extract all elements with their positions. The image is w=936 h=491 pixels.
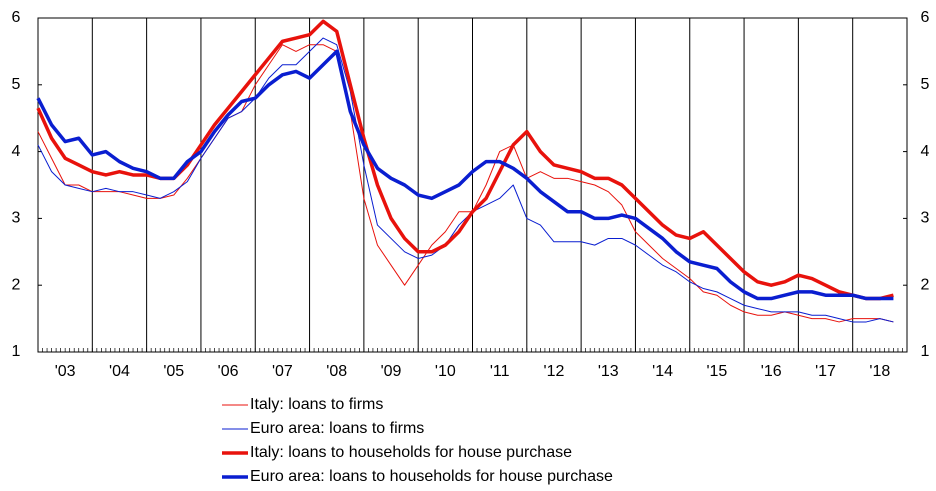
x-tick-label: '16 [761,363,782,380]
x-tick-label: '07 [272,363,293,380]
x-tick-label: '08 [326,363,347,380]
x-tick-label: '17 [815,363,836,380]
x-tick-label: '11 [490,363,510,380]
x-tick-label: '15 [706,363,727,380]
legend-label: Italy: loans to firms [250,396,383,413]
series-line [36,49,894,301]
y2-tick-label: 4 [921,143,930,160]
minor-ticks [42,348,903,352]
x-tick-label: '18 [869,363,890,380]
y2-tick-label: 6 [921,9,930,26]
y-tick-label: 6 [12,9,21,26]
series-line [37,37,894,323]
x-tick-label: '04 [109,363,130,380]
x-tick-label: '10 [435,363,456,380]
y2-tick-label: 2 [921,276,930,293]
x-tick-label: '09 [381,363,402,380]
y-tick-label: 2 [12,276,21,293]
x-tick-label: '12 [544,363,565,380]
y2-tick-label: 5 [921,76,930,93]
legend-label: Italy: loans to households for house pur… [250,444,572,461]
x-tick-label: '06 [218,363,239,380]
x-tick-label: '05 [163,363,184,380]
y-tick-label: 4 [12,143,21,160]
y2-tick-label: 1 [921,343,930,360]
legend-label: Euro area: loans to firms [250,420,424,437]
x-tick-label: '03 [55,363,76,380]
legend-label: Euro area: loans to households for house… [250,468,613,485]
x-tick-label: '13 [598,363,619,380]
y-tick-label: 5 [12,76,21,93]
y-tick-label: 1 [12,343,21,360]
y2-tick-label: 3 [921,210,930,227]
series-line [36,19,894,301]
series-line [37,44,894,323]
y-tick-label: 3 [12,210,21,227]
x-tick-label: '14 [652,363,673,380]
